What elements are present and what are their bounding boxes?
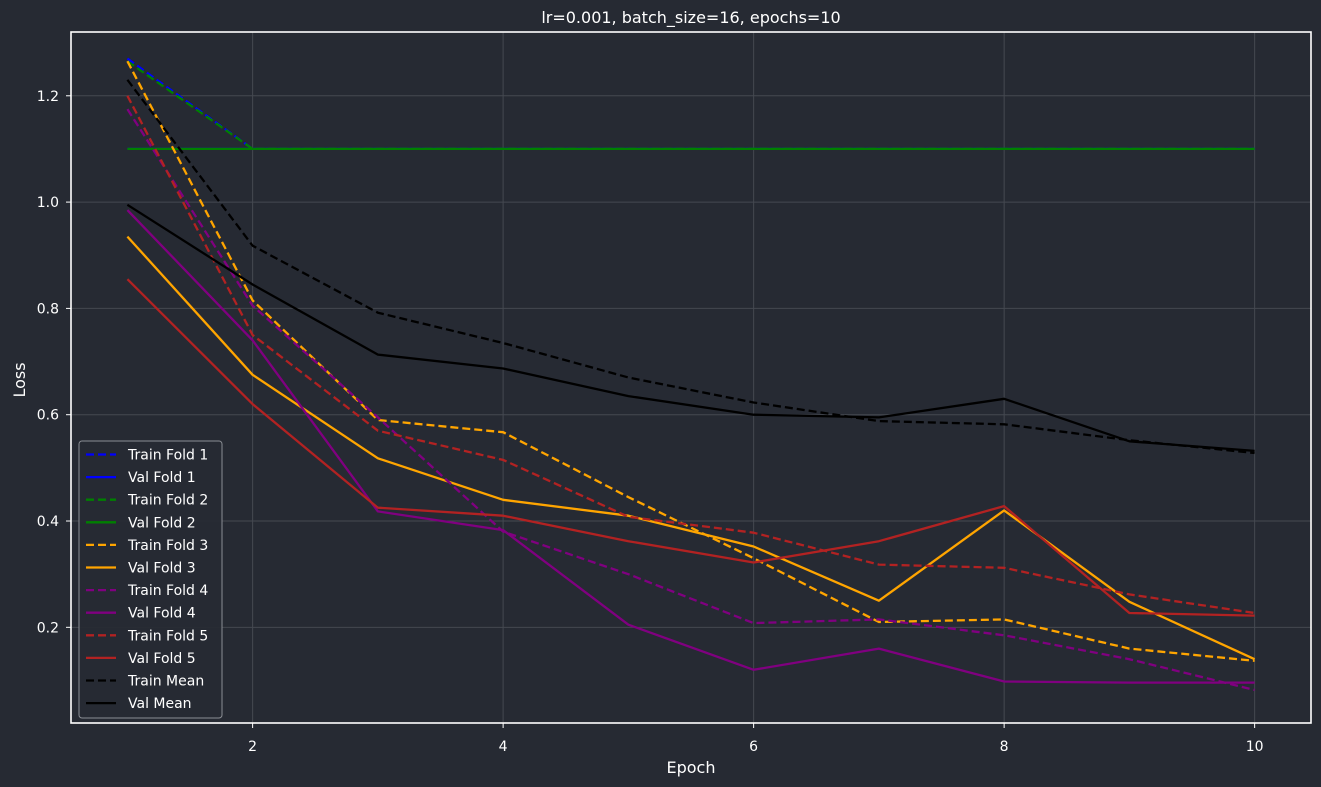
legend-label: Val Fold 2 [128,515,196,531]
series-line-10 [126,79,1255,455]
y-tick-label: 1.2 [37,89,59,105]
legend: Train Fold 1 Val Fold 1 Train Fold 2 Val Fo… [78,440,223,719]
y-tick-label: 0.4 [37,514,59,530]
y-tick-label: 1.0 [37,195,59,211]
legend-label: Val Fold 5 [128,651,196,667]
series-line-4 [126,60,1255,662]
series-line-7 [126,209,1255,684]
series-layer [126,57,1256,692]
legend-label: Train Fold 2 [127,493,208,509]
x-axis-label: Epoch [667,758,716,777]
legend-label: Val Fold 3 [128,561,196,577]
legend-label: Train Fold 1 [127,448,208,464]
legend-label: Train Fold 5 [127,628,208,644]
series-line-8 [126,95,1255,615]
x-tick-label: 4 [499,739,508,755]
legend-items: Train Fold 1 Val Fold 1 Train Fold 2 Val Fo… [86,448,208,712]
x-tick-label: 10 [1246,739,1264,755]
y-tick-label: 0.6 [37,408,59,424]
series-line-5 [126,235,1256,661]
x-tick-label: 8 [1000,739,1009,755]
y-tick-label: 0.8 [37,301,59,317]
y-axis-label: Loss [10,362,29,397]
x-tick-label: 6 [749,739,758,755]
x-tick-label: 2 [248,739,257,755]
legend-label: Val Fold 1 [128,470,196,486]
legend-label: Val Fold 4 [128,606,196,622]
chart-title: lr=0.001, batch_size=16, epochs=10 [541,8,840,28]
legend-label: Train Fold 3 [127,538,208,554]
legend-label: Val Mean [128,696,192,712]
y-axis-ticks: 0.2 0.4 0.6 0.8 1.0 1.2 [37,89,71,636]
series-line-6 [126,108,1255,692]
legend-label: Train Mean [127,674,204,690]
plot-frame [70,31,1312,724]
grid [71,32,1311,723]
legend-box [78,440,223,719]
legend-label: Train Fold 4 [127,583,208,599]
series-line-11 [126,203,1255,453]
x-axis-ticks: 2 4 6 8 10 [248,723,1264,755]
y-tick-label: 0.2 [37,620,59,636]
series-line-9 [126,278,1255,617]
